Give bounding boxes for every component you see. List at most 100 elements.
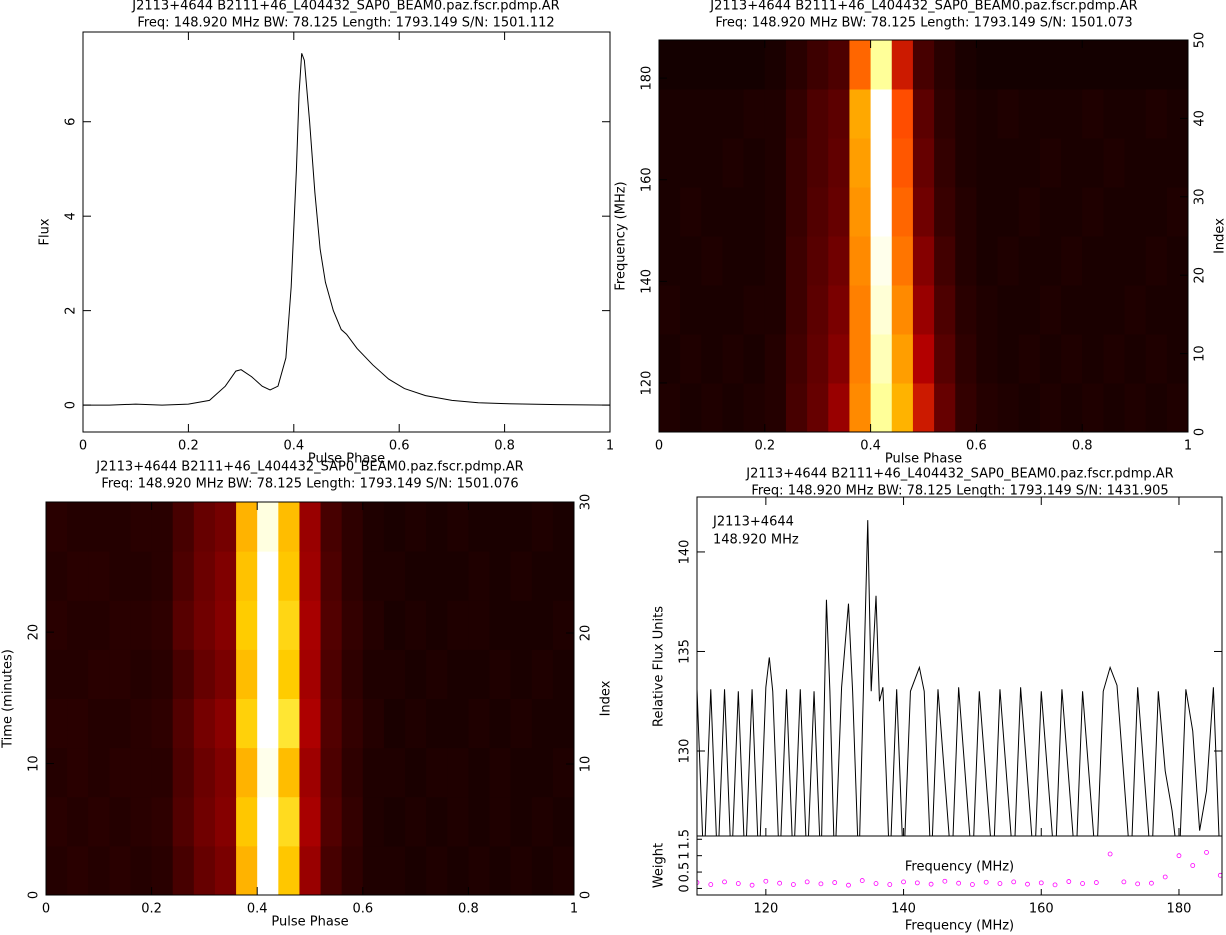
weight-point bbox=[1204, 849, 1209, 855]
heatmap-cell bbox=[1082, 89, 1104, 139]
heatmap-cell bbox=[531, 747, 554, 798]
heatmap-cell bbox=[447, 845, 469, 896]
heatmap-cell bbox=[912, 89, 935, 139]
heatmap-cell bbox=[1124, 285, 1147, 335]
heatmap-cell bbox=[1039, 187, 1062, 237]
heatmap-cell bbox=[1061, 285, 1083, 335]
heatmap-cell bbox=[531, 698, 554, 749]
heatmap-cell bbox=[1018, 89, 1041, 139]
heatmap-cell bbox=[46, 649, 68, 699]
heatmap-cell bbox=[257, 747, 279, 798]
heatmap-cell bbox=[1061, 40, 1083, 90]
weight-point bbox=[790, 882, 796, 887]
x-tick-label: 0.2 bbox=[141, 902, 162, 917]
y-tick-label: 130 bbox=[678, 739, 693, 764]
heatmap-cell bbox=[236, 698, 258, 749]
heatmap-cell bbox=[997, 187, 1020, 237]
heatmap-cell bbox=[785, 383, 808, 433]
heatmap-cell bbox=[320, 502, 343, 552]
heatmap-cell bbox=[447, 796, 469, 847]
heatmap-cell bbox=[320, 600, 343, 650]
heatmap-cell bbox=[807, 236, 829, 286]
heatmap-cell bbox=[1166, 89, 1189, 139]
heatmap-cell bbox=[383, 747, 406, 798]
x-tick-label: 1 bbox=[1184, 439, 1192, 454]
heatmap-cell bbox=[46, 845, 68, 896]
heatmap-cell bbox=[489, 600, 512, 650]
y2-tick-label: 0 bbox=[1193, 428, 1208, 436]
heatmap-cell bbox=[468, 747, 491, 798]
heatmap-cell bbox=[130, 796, 153, 847]
heatmap-cell bbox=[193, 600, 216, 650]
heatmap-cell bbox=[764, 89, 787, 139]
weight-point bbox=[832, 880, 838, 885]
heatmap-cell bbox=[88, 698, 110, 749]
heatmap-cell bbox=[934, 89, 956, 139]
heatmap-cell bbox=[680, 383, 702, 433]
heatmap-cell bbox=[891, 40, 914, 90]
heatmap-cell bbox=[976, 89, 999, 139]
x-axis-label: Pulse Phase bbox=[308, 452, 385, 467]
weight-point bbox=[1066, 879, 1072, 884]
heatmap-cell bbox=[1145, 285, 1168, 335]
heatmap-cell bbox=[278, 551, 300, 601]
heatmap-cell bbox=[426, 796, 448, 847]
weight-point bbox=[901, 879, 906, 885]
heatmap-cell bbox=[510, 551, 533, 601]
heatmap-cell bbox=[214, 600, 237, 650]
heatmap-cell bbox=[1145, 187, 1168, 237]
heatmap-cell bbox=[531, 845, 554, 896]
weight-point bbox=[970, 882, 975, 887]
heatmap-cell bbox=[383, 649, 406, 699]
heatmap-cell bbox=[807, 89, 829, 139]
heatmap-cell bbox=[828, 40, 850, 90]
weight-point bbox=[942, 878, 948, 884]
x-axis-label: Frequency (MHz) bbox=[905, 860, 1014, 875]
x-tick-label: 0.8 bbox=[458, 902, 479, 917]
heatmap-cell bbox=[299, 502, 322, 552]
heatmap-cell bbox=[109, 551, 131, 601]
weight-y-tick-label: 1 bbox=[678, 852, 693, 860]
heatmap-cell bbox=[1061, 236, 1083, 286]
heatmap-cell bbox=[1082, 187, 1104, 237]
heatmap-cell bbox=[1061, 138, 1083, 188]
y2-tick-label: 10 bbox=[579, 756, 594, 773]
heatmap-cell bbox=[531, 600, 554, 650]
heatmap-cell bbox=[341, 698, 364, 749]
heatmap-cell bbox=[151, 649, 174, 699]
heatmap-cell bbox=[955, 383, 977, 433]
heatmap-cell bbox=[870, 236, 893, 286]
x-tick-label: 1 bbox=[570, 902, 578, 917]
heatmap-cell bbox=[46, 698, 68, 749]
weight-point bbox=[1025, 881, 1030, 887]
heatmap-cell bbox=[67, 649, 89, 699]
heatmap-cell bbox=[67, 796, 89, 847]
heatmap-cell bbox=[1082, 285, 1104, 335]
chart-title: J2113+4644 B2111+46_L404432_SAP0_BEAM0.p… bbox=[131, 0, 559, 14]
y2-tick-label: 20 bbox=[1193, 267, 1208, 284]
weight-frame bbox=[696, 835, 1223, 896]
heatmap-cell bbox=[531, 796, 554, 847]
heatmap-cell bbox=[109, 796, 131, 847]
chart-title: J2113+4644 B2111+46_L404432_SAP0_BEAM0.p… bbox=[709, 0, 1137, 14]
heatmap-cell bbox=[1082, 383, 1104, 433]
heatmap-cell bbox=[1166, 383, 1189, 433]
heatmap-cell bbox=[1166, 40, 1189, 90]
heatmap-cell bbox=[362, 649, 385, 699]
heatmap-cell bbox=[659, 285, 681, 335]
heatmap-cell bbox=[870, 383, 893, 433]
weight-y-tick-label: 1.5 bbox=[678, 829, 693, 850]
heatmap-cell bbox=[383, 502, 406, 552]
y2-tick-label: 30 bbox=[1193, 189, 1208, 206]
weight-point bbox=[956, 880, 962, 886]
heatmap-cell bbox=[299, 600, 322, 650]
heatmap-cell bbox=[341, 649, 364, 699]
heatmap-cell bbox=[151, 600, 174, 650]
heatmap-cell bbox=[785, 187, 808, 237]
weight-point bbox=[735, 881, 741, 886]
weight-point bbox=[1038, 880, 1044, 886]
heatmap-cell bbox=[130, 698, 153, 749]
heatmap-cell bbox=[1166, 138, 1189, 188]
heatmap-cell bbox=[743, 89, 766, 139]
y-axis-label: Relative Flux Units bbox=[652, 606, 667, 727]
